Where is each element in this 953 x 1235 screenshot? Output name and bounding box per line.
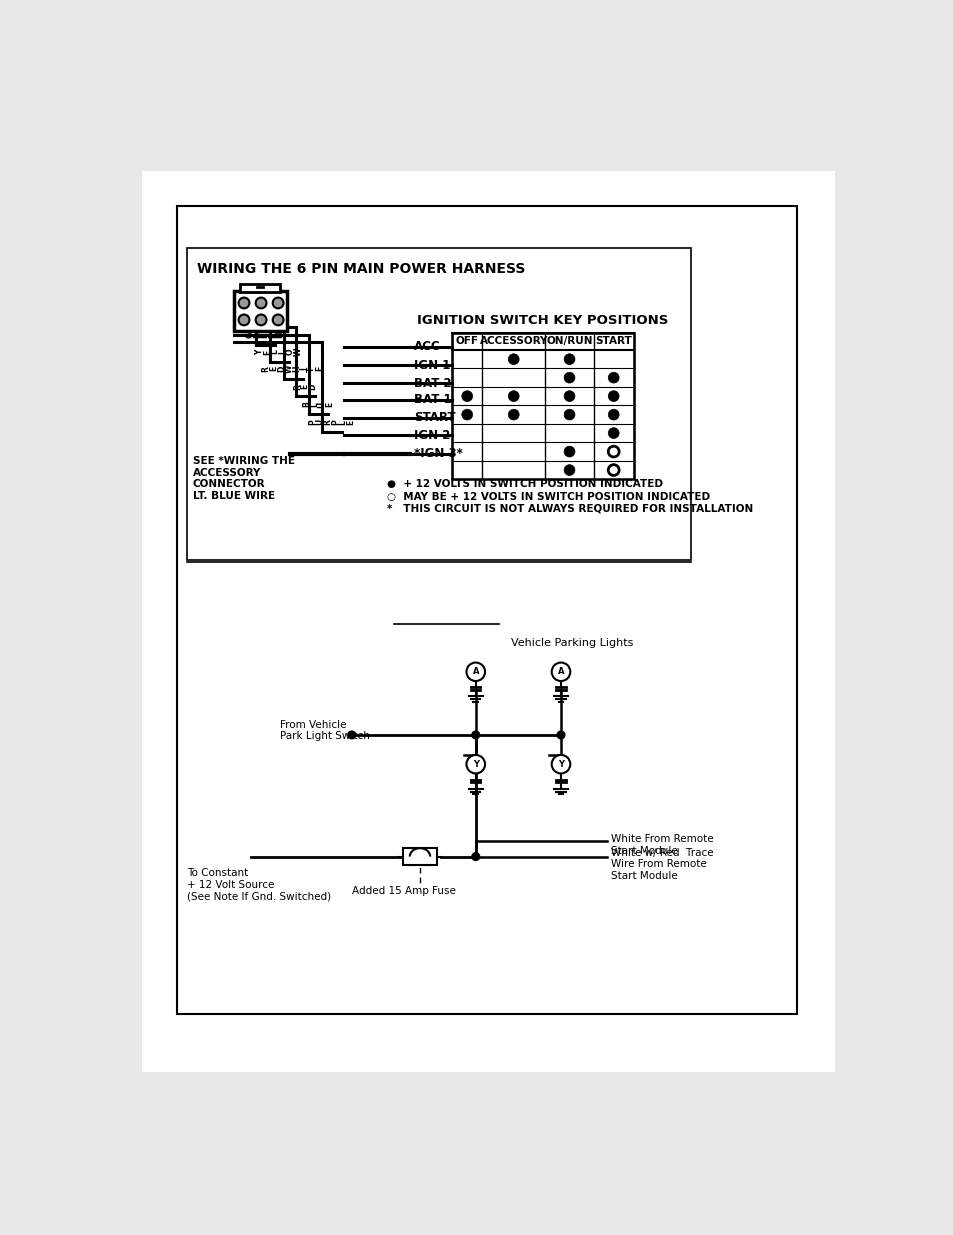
Circle shape: [608, 372, 618, 383]
Circle shape: [508, 409, 518, 420]
Circle shape: [461, 390, 472, 401]
Text: ACCESSORY: ACCESSORY: [479, 336, 547, 347]
Circle shape: [466, 662, 484, 680]
Circle shape: [563, 446, 575, 457]
Circle shape: [255, 298, 266, 309]
Circle shape: [238, 315, 249, 325]
Text: IGNITION SWITCH KEY POSITIONS: IGNITION SWITCH KEY POSITIONS: [417, 314, 668, 327]
Circle shape: [551, 662, 570, 680]
Text: IGN 1: IGN 1: [414, 359, 450, 372]
Text: BAT 2: BAT 2: [414, 377, 451, 389]
Text: Y: Y: [558, 760, 563, 768]
Text: To Constant
+ 12 Volt Source
(See Note If Gnd. Switched): To Constant + 12 Volt Source (See Note I…: [187, 868, 332, 902]
Text: R
E
D
W
H
I
T
E: R E D W H I T E: [261, 364, 324, 373]
Circle shape: [273, 298, 283, 309]
Text: START: START: [595, 336, 632, 347]
Circle shape: [508, 353, 518, 364]
Text: Vehicle Parking Lights: Vehicle Parking Lights: [510, 638, 633, 648]
Circle shape: [255, 315, 266, 325]
Circle shape: [608, 390, 618, 401]
Circle shape: [563, 353, 575, 364]
Circle shape: [557, 731, 564, 739]
Text: Y: Y: [473, 760, 478, 768]
Text: *IGN 3*: *IGN 3*: [414, 447, 462, 461]
Bar: [452, 333, 633, 479]
Circle shape: [563, 372, 575, 383]
Text: IGN 2: IGN 2: [414, 429, 450, 442]
Circle shape: [608, 464, 618, 475]
Text: From Vehicle
Park Light Switch: From Vehicle Park Light Switch: [280, 720, 370, 741]
Text: A: A: [558, 667, 563, 677]
Text: Added 15 Amp Fuse: Added 15 Amp Fuse: [352, 885, 456, 895]
Text: White w/ Red  Trace
Wire From Remote
Start Module: White w/ Red Trace Wire From Remote Star…: [611, 847, 713, 881]
Text: ACC: ACC: [414, 341, 440, 353]
Text: BAT 1: BAT 1: [414, 394, 451, 406]
Circle shape: [238, 298, 249, 309]
Circle shape: [461, 409, 472, 420]
Text: ○  MAY BE + 12 VOLTS IN SWITCH POSITION INDICATED: ○ MAY BE + 12 VOLTS IN SWITCH POSITION I…: [386, 492, 709, 501]
Circle shape: [273, 315, 283, 325]
Text: WIRING THE 6 PIN MAIN POWER HARNESS: WIRING THE 6 PIN MAIN POWER HARNESS: [196, 262, 524, 277]
Circle shape: [551, 755, 570, 773]
Text: B
L
U
E: B L U E: [302, 401, 334, 408]
Circle shape: [508, 390, 518, 401]
Circle shape: [563, 409, 575, 420]
Text: ●  + 12 VOLTS IN SWITCH POSITION INDICATED: ● + 12 VOLTS IN SWITCH POSITION INDICATE…: [386, 479, 662, 489]
Text: R
E
D: R E D: [293, 384, 317, 390]
Bar: [177, 206, 797, 1014]
Text: *   THIS CIRCUIT IS NOT ALWAYS REQUIRED FOR INSTALLATION: * THIS CIRCUIT IS NOT ALWAYS REQUIRED FO…: [386, 504, 752, 514]
Text: G
R
E
E
N: G R E E N: [245, 332, 284, 338]
Text: Y
E
L
L
O
W: Y E L L O W: [255, 348, 302, 356]
Circle shape: [608, 427, 618, 438]
Circle shape: [608, 446, 618, 457]
Circle shape: [608, 409, 618, 420]
Text: A: A: [472, 667, 478, 677]
Text: P
U
R
P
L
E: P U R P L E: [308, 419, 355, 425]
Text: White From Remote
Start Module: White From Remote Start Module: [611, 835, 713, 856]
Bar: [240, 284, 280, 293]
Circle shape: [466, 755, 484, 773]
Text: SEE *WIRING THE
ACCESSORY
CONNECTOR
LT. BLUE WIRE: SEE *WIRING THE ACCESSORY CONNECTOR LT. …: [193, 456, 294, 501]
Bar: [402, 848, 436, 864]
Circle shape: [348, 731, 355, 739]
Text: OFF: OFF: [456, 336, 478, 347]
Circle shape: [472, 731, 479, 739]
Text: ON/RUN: ON/RUN: [546, 336, 592, 347]
Circle shape: [563, 390, 575, 401]
Circle shape: [563, 464, 575, 475]
Bar: [233, 290, 286, 331]
Text: START: START: [414, 411, 455, 424]
Bar: [187, 248, 691, 561]
Circle shape: [472, 852, 479, 861]
